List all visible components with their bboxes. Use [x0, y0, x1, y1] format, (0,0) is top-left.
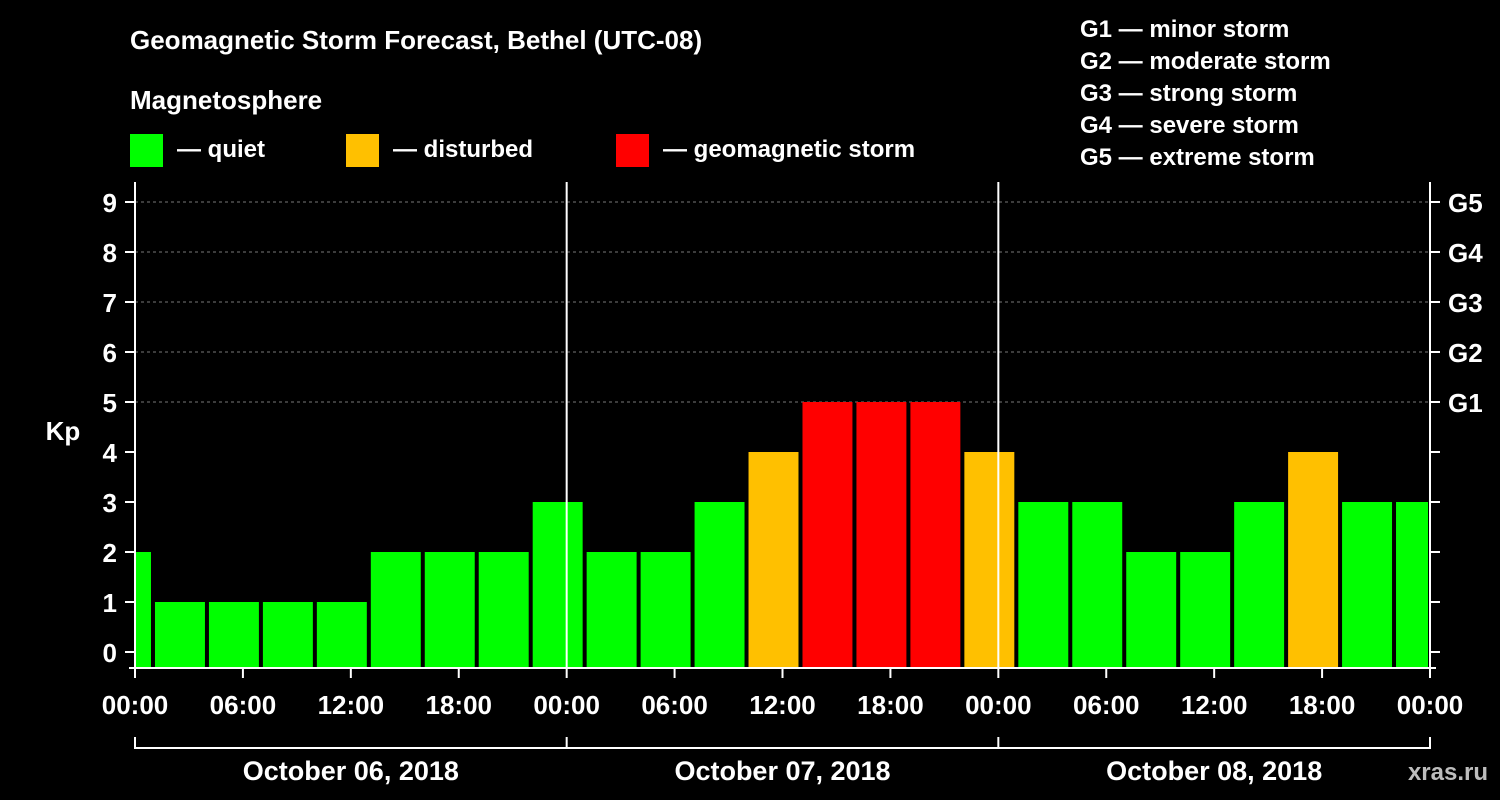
- date-label-1: October 07, 2018: [674, 756, 890, 786]
- kp-bar-6: [424, 552, 475, 668]
- x-tick-label-9: 06:00: [1073, 690, 1140, 720]
- kp-bar-8: [532, 502, 583, 668]
- legend-label-quiet: — quiet: [177, 136, 265, 163]
- kp-bar-23: [1342, 502, 1393, 668]
- x-ticks: 00:00 06:00 12:00 18:00 00:00 06:00 12:00 18:00…: [102, 668, 1464, 720]
- y-tick-label-3: 3: [103, 488, 117, 518]
- right-ticks: G1 G2 G3 G4 G5: [1430, 188, 1483, 653]
- kp-bar-12: [748, 452, 799, 668]
- legend-swatch-quiet: [130, 134, 163, 167]
- storm-scale-g2: G2 — moderate storm: [1080, 48, 1331, 75]
- x-tick-label-0: 00:00: [102, 690, 169, 720]
- x-tick-label-10: 12:00: [1181, 690, 1248, 720]
- kp-bar-19: [1126, 552, 1177, 668]
- kp-bar-0: [135, 552, 151, 668]
- y-tick-label-8: 8: [103, 238, 117, 268]
- x-tick-label-1: 06:00: [210, 690, 277, 720]
- kp-bar-3: [262, 602, 313, 668]
- kp-bar-22: [1288, 452, 1339, 668]
- kp-bar-11: [694, 502, 745, 668]
- legend-label-storm: — geomagnetic storm: [663, 136, 915, 163]
- kp-bar-17: [1018, 502, 1069, 668]
- legend-label-disturbed: — disturbed: [393, 136, 533, 163]
- y-tick-label-7: 7: [103, 288, 117, 318]
- y-axis-label: Kp: [46, 416, 81, 446]
- y-tick-label-0: 0: [103, 638, 117, 668]
- storm-scale-g4: G4 — severe storm: [1080, 112, 1299, 139]
- watermark: xras.ru: [1408, 759, 1488, 786]
- x-tick-label-7: 18:00: [857, 690, 924, 720]
- grid-lines: [135, 201, 1430, 403]
- x-tick-label-4: 00:00: [533, 690, 600, 720]
- kp-bar-5: [370, 552, 421, 668]
- storm-scale-g1: G1 — minor storm: [1080, 16, 1289, 43]
- storm-scale-g3: G3 — strong storm: [1080, 80, 1297, 107]
- kp-bar-16: [964, 452, 1015, 668]
- y-tick-label-9: 9: [103, 188, 117, 218]
- right-tick-label-G3: G3: [1448, 288, 1483, 318]
- kp-bar-24: [1396, 502, 1428, 668]
- kp-bar-14: [856, 402, 907, 668]
- kp-bar-15: [910, 402, 961, 668]
- right-tick-label-G1: G1: [1448, 388, 1483, 418]
- right-tick-label-G5: G5: [1448, 188, 1483, 218]
- legend-swatch-storm: [616, 134, 649, 167]
- date-label-2: October 08, 2018: [1106, 756, 1322, 786]
- legend: — quiet — disturbed — geomagnetic storm: [130, 134, 915, 167]
- kp-bar-9: [586, 552, 637, 668]
- kp-bar-20: [1180, 552, 1231, 668]
- right-tick-label-G2: G2: [1448, 338, 1483, 368]
- kp-bar-1: [154, 602, 205, 668]
- y-tick-label-4: 4: [103, 438, 118, 468]
- kp-bar-21: [1234, 502, 1285, 668]
- x-tick-label-12: 00:00: [1397, 690, 1464, 720]
- bars: [135, 402, 1428, 668]
- legend-swatch-disturbed: [346, 134, 379, 167]
- kp-bar-10: [640, 552, 691, 668]
- y-ticks: 0 1 2 3 4 5 6 7 8 9: [103, 188, 135, 668]
- x-tick-label-11: 18:00: [1289, 690, 1356, 720]
- right-tick-label-G4: G4: [1448, 238, 1483, 268]
- date-labels: October 06, 2018 October 07, 2018 October …: [243, 756, 1322, 786]
- kp-bar-4: [316, 602, 367, 668]
- x-tick-label-2: 12:00: [318, 690, 385, 720]
- kp-bar-13: [802, 402, 853, 668]
- kp-bar-18: [1072, 502, 1123, 668]
- y-tick-label-6: 6: [103, 338, 117, 368]
- storm-scale-g5: G5 — extreme storm: [1080, 144, 1315, 171]
- kp-bar-2: [208, 602, 259, 668]
- x-tick-label-5: 06:00: [641, 690, 708, 720]
- x-tick-label-3: 18:00: [426, 690, 493, 720]
- date-label-0: October 06, 2018: [243, 756, 459, 786]
- kp-bar-7: [478, 552, 529, 668]
- storm-scale-legend: G1 — minor storm G2 — moderate storm G3 …: [1080, 16, 1331, 171]
- chart-title: Geomagnetic Storm Forecast, Bethel (UTC-…: [130, 25, 702, 55]
- y-tick-label-5: 5: [103, 388, 117, 418]
- x-tick-label-6: 12:00: [749, 690, 816, 720]
- y-tick-label-1: 1: [103, 588, 117, 618]
- y-tick-label-2: 2: [103, 538, 117, 568]
- legend-title: Magnetosphere: [130, 85, 322, 115]
- x-tick-label-8: 00:00: [965, 690, 1032, 720]
